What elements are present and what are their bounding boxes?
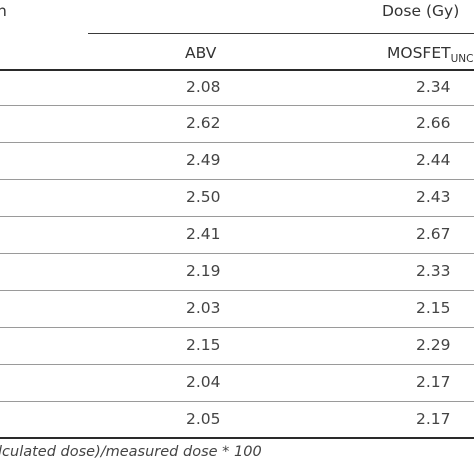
left-header-fragment: n [0, 2, 7, 20]
row-divider [0, 216, 474, 217]
mosfet-column-header: MOSFETUNC [387, 44, 473, 65]
table-row-1-abv: 2.08 [186, 78, 221, 96]
row-divider [0, 179, 474, 180]
table-bottom-rule [0, 437, 474, 439]
table-row-5-mosfet: 2.67 [416, 225, 451, 243]
table-row-7-abv: 2.03 [186, 299, 221, 317]
table-row-3-mosfet: 2.44 [416, 151, 451, 169]
row-divider [0, 142, 474, 143]
table-footnote: lculated dose)/measured dose * 100 [0, 444, 262, 460]
row-divider [0, 364, 474, 365]
table-row-8-abv: 2.15 [186, 336, 221, 354]
table-row-8-mosfet: 2.29 [416, 336, 451, 354]
table-row-2-mosfet: 2.66 [416, 114, 451, 132]
mosfet-label: MOSFET [387, 44, 451, 62]
table-row-5-abv: 2.41 [186, 225, 221, 243]
table-row-9-mosfet: 2.17 [416, 373, 451, 391]
row-divider [0, 253, 474, 254]
table-row-7-mosfet: 2.15 [416, 299, 451, 317]
table-row-6-abv: 2.19 [186, 262, 221, 280]
header-bottom-rule [0, 69, 474, 71]
table-row-10-mosfet: 2.17 [416, 410, 451, 428]
table-row-4-abv: 2.50 [186, 188, 221, 206]
abv-column-header: ABV [185, 44, 217, 62]
row-divider [0, 290, 474, 291]
table-row-3-abv: 2.49 [186, 151, 221, 169]
row-divider [0, 105, 474, 106]
mosfet-subscript: UNC [450, 53, 474, 65]
table-row-1-mosfet: 2.34 [416, 78, 451, 96]
row-divider [0, 401, 474, 402]
table-row-9-abv: 2.04 [186, 373, 221, 391]
table-row-10-abv: 2.05 [186, 410, 221, 428]
table-row-6-mosfet: 2.33 [416, 262, 451, 280]
group-underline [88, 33, 474, 34]
dose-group-header: Dose (Gy) [382, 2, 460, 20]
table-row-4-mosfet: 2.43 [416, 188, 451, 206]
row-divider [0, 327, 474, 328]
table-row-2-abv: 2.62 [186, 114, 221, 132]
